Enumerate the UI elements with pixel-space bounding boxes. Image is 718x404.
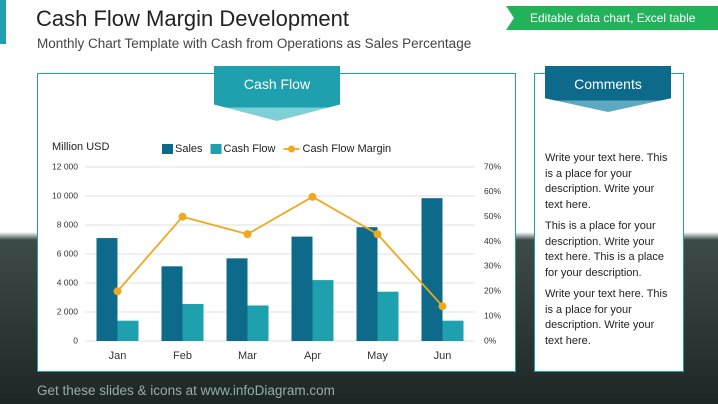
bar: [182, 304, 204, 341]
bar: [161, 266, 183, 341]
x-tick-label: Apr: [304, 350, 321, 362]
x-tick-label: Mar: [238, 350, 257, 362]
x-tick-label: Feb: [173, 350, 192, 362]
y2-tick-label: 0%: [484, 335, 497, 345]
point: [308, 192, 317, 201]
y-tick-label: 4 000: [57, 277, 79, 287]
y-tick-label: 10 000: [52, 190, 78, 200]
point: [243, 230, 252, 239]
point: [438, 302, 447, 311]
bar: [226, 258, 248, 341]
comment: Write your text here. This is a place fo…: [545, 288, 668, 347]
legend-swatch: [162, 144, 173, 154]
y2-tick-label: 30%: [484, 261, 501, 271]
point: [373, 230, 382, 239]
y2-tick-label: 70%: [484, 161, 501, 171]
accent-bar: [0, 0, 6, 44]
bar: [442, 320, 464, 341]
y2-tick-label: 20%: [484, 286, 501, 296]
line: [116, 195, 444, 307]
slide-title: Cash Flow Margin Development: [36, 6, 350, 31]
bar: [247, 305, 269, 341]
y-tick-label: 2 000: [57, 306, 79, 316]
y-tick-label: 0: [73, 335, 78, 345]
legend-label: Cash Flow Margin: [303, 143, 392, 155]
legend-point: [288, 145, 295, 153]
y-axis-label: Million USD: [52, 141, 110, 153]
bar: [96, 238, 118, 341]
footer: Get these slides & icons at www.infoDiag…: [37, 383, 335, 398]
comment: Write your text here. This is a place fo…: [545, 152, 668, 211]
legend-label: Cash Flow: [224, 143, 276, 155]
bar: [377, 291, 399, 341]
y2-tick-label: 60%: [484, 186, 501, 196]
panel-title: Cash Flow: [243, 76, 311, 92]
bar: [312, 280, 334, 341]
comments-panel: [534, 73, 684, 372]
bar: [421, 198, 443, 341]
y2-tick-label: 40%: [484, 236, 501, 246]
y-tick-label: 8 000: [57, 219, 79, 229]
badge: Editable data chart, Excel table: [506, 6, 718, 30]
y-tick-label: 6 000: [57, 248, 79, 258]
y2-tick-label: 10%: [484, 310, 501, 320]
panel-title: Comments: [574, 76, 642, 92]
comment: This is a place for your description. Wr…: [545, 220, 665, 279]
legend-label: Sales: [175, 143, 203, 155]
bar: [117, 320, 139, 341]
bar: [356, 227, 378, 341]
comments: Write your text here. This is a place fo…: [545, 151, 670, 355]
bar: [291, 236, 313, 341]
x-tick-label: Jan: [109, 350, 127, 362]
y2-tick-label: 50%: [484, 211, 501, 221]
point: [113, 287, 122, 296]
x-tick-label: Jun: [434, 350, 452, 362]
slide-subtitle: Monthly Chart Template with Cash from Op…: [37, 36, 472, 51]
y-tick-label: 12 000: [52, 161, 78, 171]
point: [178, 212, 187, 221]
legend-swatch: [210, 144, 222, 154]
x-tick-label: May: [367, 350, 388, 362]
